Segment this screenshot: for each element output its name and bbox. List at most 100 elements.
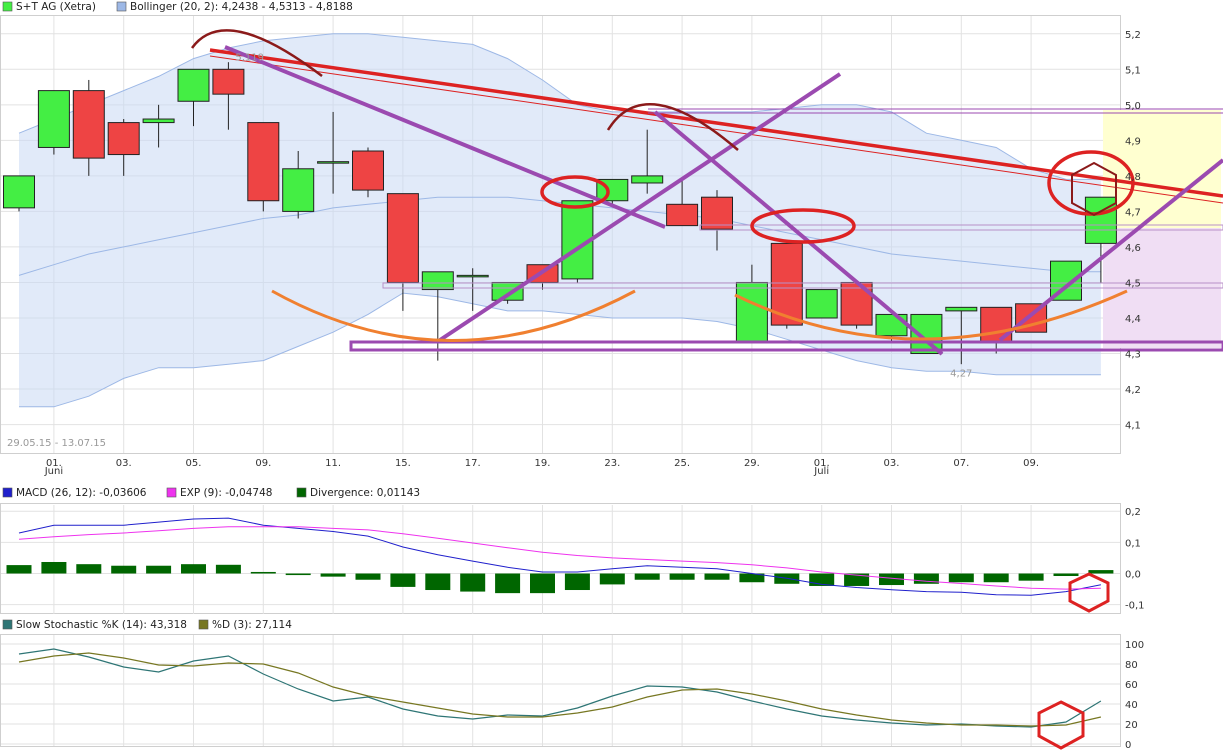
candle-body [701, 196, 733, 230]
candle-body [352, 150, 384, 191]
divergence-bar [355, 573, 381, 580]
date-tick-label: 11. [325, 458, 341, 469]
candle [3, 175, 35, 212]
candle [456, 268, 489, 311]
candle-body [386, 193, 419, 283]
date-tick-label: 03. [116, 458, 132, 469]
red-circle-2 [750, 208, 856, 244]
hexagon-marker-price [1071, 161, 1117, 217]
candle-body [805, 289, 838, 319]
purple-trend-line-1 [224, 45, 666, 229]
red-circle-1 [540, 175, 610, 209]
legend-swatch-exp [166, 487, 177, 498]
divergence-bar [6, 565, 32, 574]
legend-label-stoch-d: %D (3): 27,114 [212, 619, 292, 631]
orange-cup-arc-2 [734, 289, 1128, 341]
date-tick-label: 09. [255, 458, 271, 469]
divergence-bar [1053, 573, 1079, 577]
divergence-bar [146, 565, 172, 574]
candle-body [142, 118, 175, 124]
candle [805, 289, 838, 319]
candle-body [1084, 196, 1117, 244]
candle [421, 271, 454, 361]
candle [107, 119, 140, 176]
macd-y-tick-label: -0,1 [1125, 601, 1145, 612]
price-y-tick-label: 5,2 [1125, 30, 1141, 41]
stochastic-y-tick-label: 0 [1125, 740, 1131, 751]
candle-body [456, 274, 489, 278]
price-y-tick-label: 4,3 [1125, 350, 1141, 361]
candle-body [37, 90, 70, 148]
stoch-d-line [18, 652, 1102, 727]
candle-body [107, 122, 140, 156]
divergence-bar [879, 573, 904, 586]
divergence-bar [844, 573, 870, 586]
candle-body [177, 68, 210, 102]
candle [142, 104, 175, 148]
divergence-bar [948, 573, 974, 583]
date-tick-label: 25. [674, 458, 690, 469]
divergence-bar [564, 573, 590, 591]
divergence-bar [41, 561, 67, 574]
candle-body [212, 68, 245, 95]
stochastic-y-axis: 0 20 40 60 80 100 [1125, 640, 1144, 751]
divergence-bar [215, 564, 241, 574]
hexagon-marker-stochastic [1037, 700, 1085, 750]
darkred-top-arc-2 [606, 103, 739, 151]
divergence-bar [913, 573, 939, 584]
candle-body [247, 122, 280, 202]
candle [212, 62, 245, 130]
red-downtrend-line-thin [209, 55, 1223, 204]
stochastic-gridlines [1, 643, 1120, 745]
divergence-bar [76, 564, 102, 574]
candle [177, 68, 210, 127]
date-tick-label: 19. [535, 458, 551, 469]
candle [701, 190, 733, 251]
price-y-tick-label: 4,9 [1125, 136, 1141, 147]
divergence-bar [599, 573, 625, 585]
legend-swatch-stoch-d [198, 619, 209, 630]
candle [282, 151, 315, 219]
legend-swatch-price [2, 1, 13, 12]
date-tick-label: 09. [1023, 458, 1039, 469]
macd-panel-frame [0, 503, 1121, 614]
divergence-bar [460, 573, 486, 592]
candle-body [980, 306, 1013, 344]
purple-trend-line-3 [653, 110, 944, 356]
date-tick-label: 01. [814, 458, 830, 469]
candle [840, 281, 873, 329]
date-tick-label: 05. [186, 458, 202, 469]
date-tick-label: 07. [953, 458, 969, 469]
high-annotation: 5,119 [235, 52, 264, 63]
stochastic-y-tick-label: 100 [1125, 640, 1144, 651]
divergence-bar [669, 573, 695, 580]
month-tick-label: Juli [813, 466, 829, 477]
candle [37, 90, 70, 155]
candle-body [72, 90, 105, 159]
divergence-bar [425, 573, 451, 591]
legend-swatch-bollinger [116, 1, 127, 12]
legend-swatch-macd [2, 487, 13, 498]
red-downtrend-line [209, 48, 1223, 198]
divergence-bar [704, 573, 730, 580]
date-tick-label: 17. [465, 458, 481, 469]
legend-label-stoch-k: Slow Stochastic %K (14): 43,318 [16, 619, 187, 631]
legend-label-macd: MACD (26, 12): -0,03606 [16, 487, 147, 499]
candle [386, 193, 419, 311]
price-y-tick-label: 5,0 [1125, 101, 1141, 112]
candle-body [735, 281, 768, 344]
price-y-tick-label: 4,1 [1125, 421, 1141, 432]
candle-body [666, 203, 699, 227]
purple-trend-line-4 [998, 158, 1223, 342]
candle-body [282, 168, 315, 212]
date-tick-label: 29. [744, 458, 760, 469]
support-channel [349, 340, 1223, 352]
macd-legend: MACD (26, 12): -0,03606 EXP (9): -0,0474… [2, 487, 420, 499]
divergence-bar [1088, 570, 1114, 574]
price-y-axis: 4,1 4,2 4,3 4,4 4,5 4,6 4,7 4,8 4,9 5,0 5,1 5,2 [1125, 30, 1141, 432]
candle-body [945, 306, 978, 312]
candle-body [491, 281, 524, 301]
legend-label-divergence: Divergence: 0,01143 [310, 487, 420, 499]
candle [72, 79, 105, 176]
